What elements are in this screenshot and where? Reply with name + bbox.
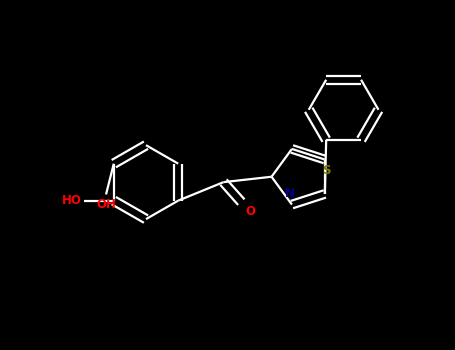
Text: N: N: [285, 187, 295, 200]
Text: O: O: [245, 205, 255, 218]
Text: OH: OH: [96, 198, 116, 211]
Text: HO: HO: [62, 194, 82, 207]
Text: S: S: [322, 164, 331, 177]
